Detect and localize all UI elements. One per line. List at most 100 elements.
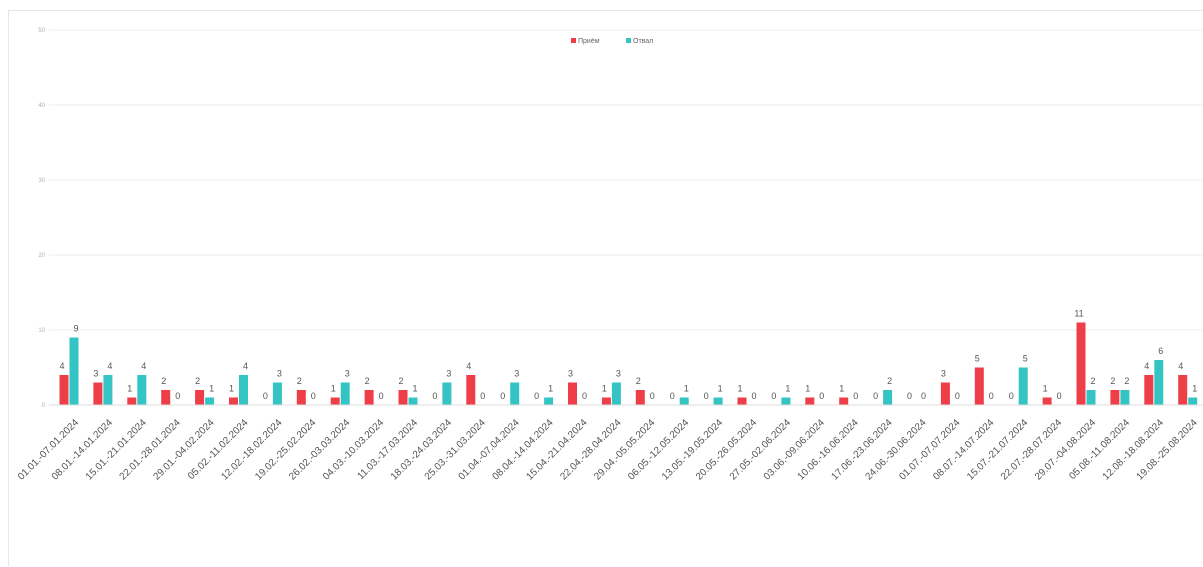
x-tick-label: 15.07.-21.07.2024	[965, 417, 1030, 482]
bar	[229, 397, 238, 405]
bar	[839, 397, 849, 405]
bar	[364, 390, 374, 405]
data-label: 3	[514, 369, 519, 379]
data-label: 1	[684, 384, 689, 394]
x-tick-label: 12.02.-18.02.2024	[219, 417, 284, 482]
x-tick-label: 25.03.-31.03.2024	[423, 417, 488, 482]
data-label: 1	[602, 384, 607, 394]
x-axis-labels: 01.01.-07.01.202408.01.-14.01.202415.01.…	[16, 417, 1200, 482]
x-tick-label: 18.03.-24.03.2024	[389, 417, 454, 482]
legend-swatch	[626, 38, 631, 43]
data-label: 0	[873, 391, 878, 401]
data-label: 0	[534, 391, 539, 401]
data-label: 0	[670, 391, 675, 401]
bar	[601, 397, 611, 405]
data-label: 1	[785, 384, 790, 394]
data-label: 1	[412, 384, 417, 394]
data-label: 2	[195, 376, 200, 386]
data-label: 0	[650, 391, 655, 401]
bar	[408, 397, 418, 405]
data-label: 1	[718, 384, 723, 394]
gridlines	[49, 29, 1203, 331]
bar	[510, 382, 520, 405]
bar	[103, 375, 113, 405]
data-label: 0	[379, 391, 384, 401]
x-tick-label: 26.02.-03.03.2024	[287, 417, 352, 482]
bar	[205, 397, 215, 405]
bar	[195, 390, 205, 405]
bar	[1076, 322, 1086, 405]
data-label: 9	[73, 324, 78, 334]
data-label: 0	[989, 391, 994, 401]
x-tick-label: 08.01.-14.01.2024	[50, 417, 115, 482]
data-label: 3	[93, 369, 98, 379]
data-label: 1	[127, 384, 132, 394]
bar	[974, 367, 984, 405]
data-label: 1	[548, 384, 553, 394]
bar	[466, 375, 476, 405]
bar	[340, 382, 350, 405]
data-label: 0	[1009, 391, 1014, 401]
bar	[883, 390, 893, 405]
data-label: 0	[751, 391, 756, 401]
x-tick-label: 04.03.-10.03.2024	[321, 417, 386, 482]
x-tick-label: 01.01.-07.01.2024	[16, 417, 81, 482]
data-label: 3	[277, 369, 282, 379]
y-axis-ticks: 0 10 20 30 40 50	[38, 28, 45, 409]
bar	[442, 382, 452, 405]
data-label: 0	[853, 391, 858, 401]
data-label: 4	[243, 361, 248, 371]
data-label: 1	[229, 384, 234, 394]
x-tick-label: 27.05.-02.06.2024	[728, 417, 793, 482]
data-label: 4	[466, 361, 471, 371]
x-tick-label: 29.04.-05.05.2024	[592, 417, 657, 482]
y-tick-label: 50	[38, 28, 45, 34]
x-tick-label: 05.08.-11.08.2024	[1067, 417, 1132, 482]
x-tick-label: 11.03.-17.03.2024	[355, 417, 420, 482]
data-label: 3	[941, 369, 946, 379]
data-label: 2	[161, 376, 166, 386]
legend-swatch	[571, 38, 576, 43]
data-label: 0	[771, 391, 776, 401]
bar	[1086, 390, 1096, 405]
data-label: 2	[887, 376, 892, 386]
x-tick-label: 01.07.-07.07.2024	[897, 417, 962, 482]
bar	[940, 382, 950, 405]
legend-entry: Отвал	[633, 38, 653, 45]
data-label: 2	[297, 376, 302, 386]
bar	[1188, 397, 1198, 405]
bar	[611, 382, 621, 405]
x-tick-label: 08.07.-14.07.2024	[931, 417, 996, 482]
x-tick-label: 29.01.-04.02.2024	[152, 417, 217, 482]
data-label: 3	[616, 369, 621, 379]
x-tick-label: 29.07.-04.08.2024	[1033, 417, 1098, 482]
x-tick-label: 10.06.-16.06.2024	[796, 417, 861, 482]
bar	[1154, 360, 1164, 405]
bar	[568, 382, 577, 405]
x-tick-label: 06.05.-12.05.2024	[626, 417, 691, 482]
bar	[296, 390, 306, 405]
data-label: 4	[141, 361, 146, 371]
bar	[544, 397, 554, 405]
x-tick-label: 17.06.-23.06.2024	[830, 417, 895, 482]
data-label: 0	[582, 391, 587, 401]
bars	[59, 322, 1198, 405]
bar	[679, 397, 689, 405]
data-label: 0	[500, 391, 505, 401]
bar	[69, 337, 79, 405]
x-tick-label: 12.08.-18.08.2024	[1101, 417, 1166, 482]
x-tick-label: 19.08.-25.08.2024	[1135, 417, 1200, 482]
data-label: 0	[907, 391, 912, 401]
data-label: 1	[839, 384, 844, 394]
bar	[781, 397, 791, 405]
bar	[398, 390, 408, 405]
bar	[59, 375, 69, 405]
data-label: 5	[1023, 354, 1028, 364]
data-label: 2	[636, 376, 641, 386]
data-label: 0	[955, 391, 960, 401]
x-tick-label: 19.02.-25.02.2024	[253, 417, 318, 482]
data-label: 0	[921, 391, 926, 401]
x-tick-label: 24.06.-30.06.2024	[863, 417, 928, 482]
